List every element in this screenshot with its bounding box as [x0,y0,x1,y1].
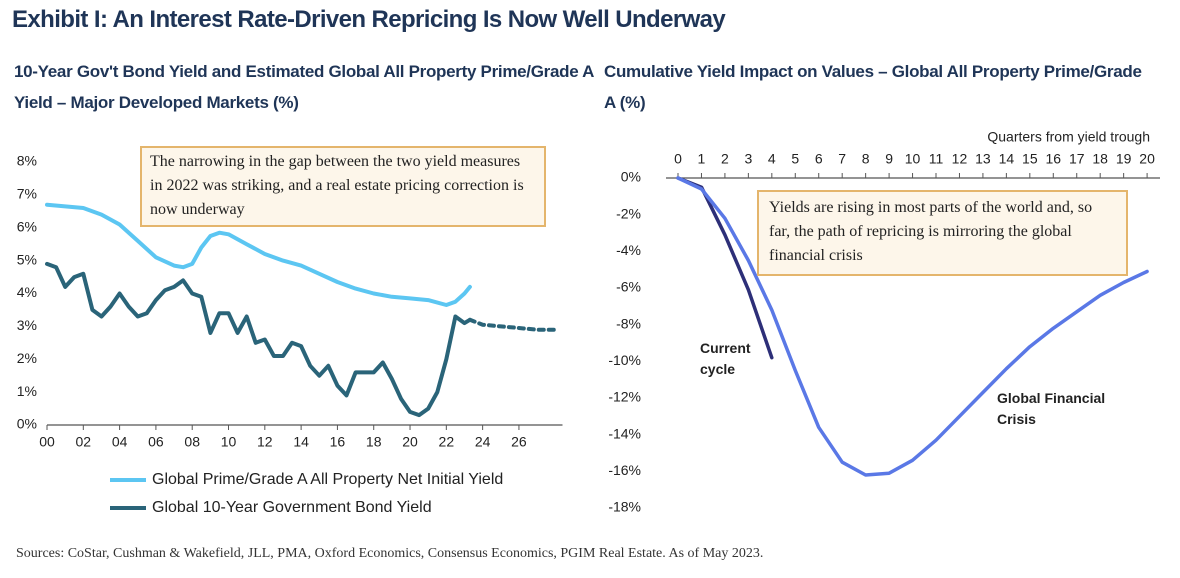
page-title: Exhibit I: An Interest Rate-Driven Repri… [12,6,726,33]
x-tick-label: 00 [39,434,55,450]
y-tick-label: 1% [17,383,37,399]
x-tick-label: 06 [148,434,164,450]
annotation: Yields are rising in most parts of the w… [757,190,1128,276]
y-tick-label: -10% [608,352,641,368]
x-tick-label: 17 [1069,151,1085,167]
y-tick-label: -2% [616,205,641,221]
y-tick-label: -8% [616,315,641,331]
x-tick-label: 10 [221,434,237,450]
x-axis-title: Quarters from yield trough [987,129,1150,145]
y-tick-label: 0% [17,416,37,432]
y-tick-label: 2% [17,350,37,366]
x-tick-label: 6 [815,151,823,167]
x-tick-label: 14 [999,151,1015,167]
x-tick-label: 13 [975,151,991,167]
series-line [45,202,472,307]
series-line [676,176,1149,477]
source-note: Sources: CoStar, Cushman & Wakefield, JL… [16,546,764,561]
y-tick-label: -14% [608,425,641,441]
x-tick-label: 19 [1116,151,1132,167]
series-line [45,261,472,418]
series-label: Current cycle [700,340,751,377]
x-tick-label: 14 [293,434,309,450]
x-tick-label: 08 [184,434,200,450]
x-tick-label: 24 [475,434,491,450]
x-tick-label: 18 [366,434,382,450]
legend-label: Global Prime/Grade A All Property Net In… [152,471,503,488]
chart-subtitle: Cumulative Yield Impact on Values – Glob… [604,62,1142,112]
x-tick-label: 04 [112,434,128,450]
y-tick-label: -18% [608,499,641,515]
y-tick-label: 3% [17,317,37,333]
x-tick-label: 20 [1139,151,1155,167]
x-tick-label: 22 [439,434,455,450]
x-tick-label: 2 [721,151,729,167]
legend-label: Global 10-Year Government Bond Yield [152,499,432,516]
x-tick-label: 18 [1092,151,1108,167]
y-tick-label: 0% [621,169,641,185]
y-tick-label: 8% [17,153,37,169]
x-tick-label: 3 [744,151,752,167]
chart-subtitle: 10-Year Gov't Bond Yield and Estimated G… [14,62,594,112]
x-tick-label: 16 [330,434,346,450]
x-tick-label: 7 [838,151,846,167]
x-tick-label: 0 [674,151,682,167]
y-tick-label: -6% [616,279,641,295]
y-tick-label: -12% [608,389,641,405]
annotation: The narrowing in the gap between the two… [140,146,546,227]
y-tick-label: 7% [17,186,37,202]
x-tick-label: 20 [402,434,418,450]
y-tick-label: -4% [616,242,641,258]
x-tick-label: 16 [1045,151,1061,167]
x-tick-label: 12 [952,151,968,167]
y-tick-label: -16% [608,462,641,478]
x-tick-label: 1 [698,151,706,167]
x-tick-label: 26 [511,434,527,450]
x-tick-label: 02 [76,434,92,450]
y-tick-label: 6% [17,218,37,234]
y-tick-label: 5% [17,251,37,267]
x-tick-label: 4 [768,151,776,167]
x-tick-label: 12 [257,434,273,450]
y-tick-label: 4% [17,284,37,300]
series-label: Global Financial Crisis [997,390,1106,427]
x-tick-label: 8 [862,151,870,167]
x-tick-label: 11 [929,151,944,167]
x-tick-label: 10 [905,151,921,167]
x-tick-label: 9 [885,151,893,167]
x-tick-label: 15 [1022,151,1038,167]
x-tick-label: 5 [791,151,799,167]
series-line [467,317,558,332]
